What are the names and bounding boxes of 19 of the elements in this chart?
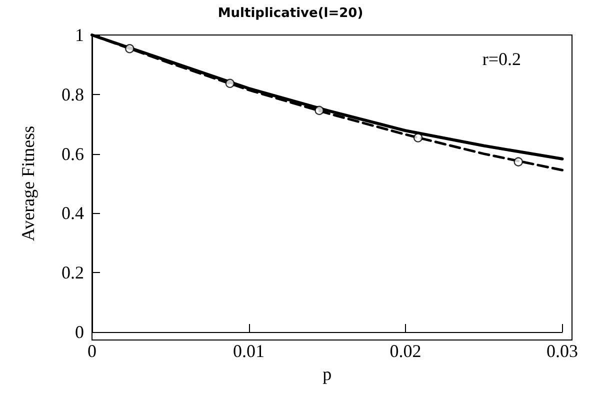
chart-title: Multiplicative(l=20) (218, 6, 364, 21)
point (225, 78, 235, 88)
y-axis-title: Average Fitness (18, 126, 38, 242)
x-tick-label: 0.01 (233, 341, 264, 361)
y-tick-label: 0.2 (62, 262, 84, 283)
y-tick-label: 0 (75, 322, 84, 342)
point (314, 106, 324, 116)
x-axis-title: p (322, 364, 332, 384)
y-tick-label: 0.8 (62, 84, 84, 104)
y-tick-label: 0.4 (62, 203, 84, 224)
x-tick-label: 0 (88, 341, 96, 361)
y-tick-label: 0.6 (62, 144, 84, 164)
x-tick-label: 0.03 (546, 341, 578, 361)
point (514, 157, 523, 166)
point (413, 133, 423, 142)
x-tick-label: 0.02 (390, 341, 422, 361)
y-tick-label: 1 (75, 25, 84, 45)
point (125, 44, 134, 54)
annotation: r=0.2 (482, 49, 522, 69)
